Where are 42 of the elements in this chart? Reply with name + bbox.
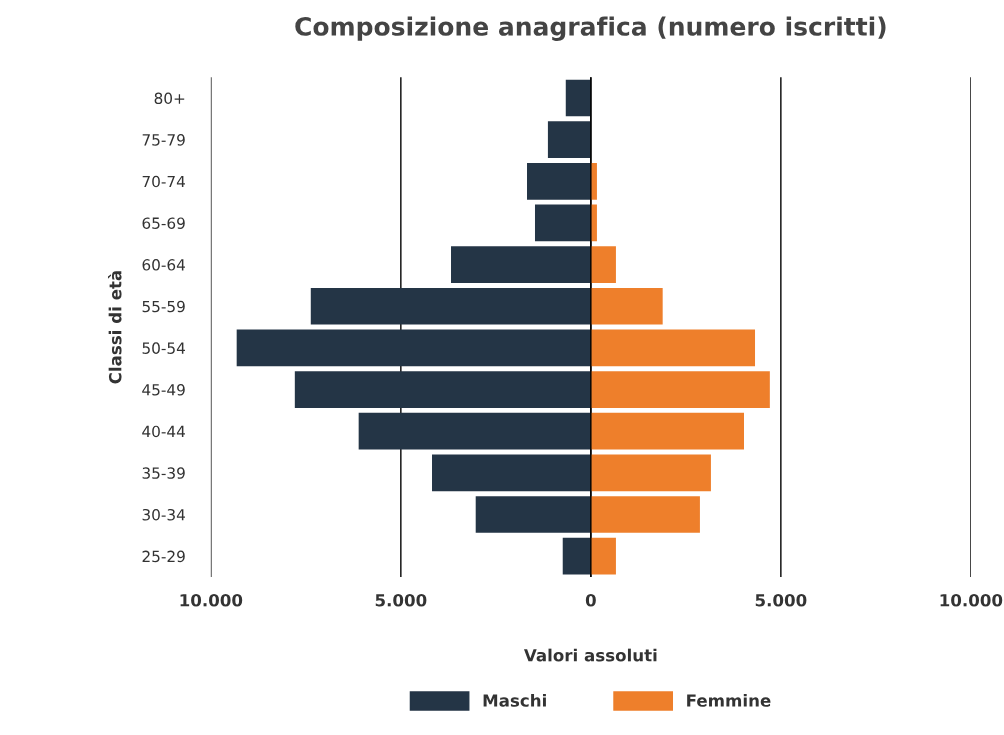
- bar: [358, 412, 591, 450]
- y-tick-label: 75-79: [142, 134, 185, 146]
- x-tick-label: 0: [585, 593, 596, 607]
- bar: [590, 496, 700, 533]
- legend-label: Femmine: [687, 693, 771, 707]
- x-tick-label: 5.000: [755, 593, 807, 607]
- bar: [590, 454, 711, 492]
- y-axis-title: Classi di età: [107, 271, 122, 384]
- legend-label: Maschi: [483, 693, 546, 707]
- bar: [310, 287, 591, 325]
- bar: [565, 79, 591, 117]
- y-tick-label: 35-39: [142, 467, 185, 479]
- bar: [562, 537, 591, 575]
- y-tick-label: 80+: [154, 92, 185, 105]
- bar: [590, 537, 616, 575]
- x-axis-title: Valori assoluti: [523, 648, 657, 662]
- y-tick-label: 50-54: [142, 342, 185, 354]
- x-tick-label: 10.000: [940, 593, 1003, 607]
- bar: [590, 329, 756, 367]
- y-tick-label: 25-29: [142, 550, 185, 563]
- bar: [547, 121, 591, 158]
- y-tick-label: 30-34: [142, 508, 185, 521]
- chart-title: Composizione anagrafica (numero iscritti): [295, 16, 886, 41]
- y-tick-label: 45-49: [142, 384, 185, 396]
- y-tick-label: 70-74: [142, 175, 185, 188]
- bar: [451, 246, 591, 283]
- bar: [590, 371, 770, 408]
- bar: [534, 204, 591, 242]
- bar: [590, 287, 663, 325]
- y-tick-label: 60-64: [142, 259, 185, 271]
- bar: [590, 246, 616, 283]
- y-tick-label: 55-59: [142, 300, 185, 313]
- x-tick-label: 5.000: [375, 593, 427, 607]
- bar: [432, 454, 591, 492]
- bar: [236, 329, 591, 367]
- bar: [475, 496, 591, 533]
- x-tick-label: 10.000: [180, 593, 243, 607]
- bar: [590, 412, 744, 450]
- y-tick-label: 65-69: [142, 217, 185, 229]
- bar: [527, 162, 591, 200]
- y-tick-label: 40-44: [142, 425, 185, 438]
- bar: [294, 371, 591, 408]
